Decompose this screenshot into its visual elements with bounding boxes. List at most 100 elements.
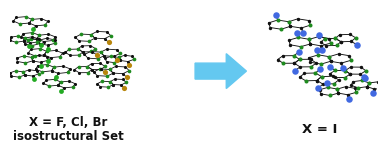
Point	[37, 42, 43, 45]
Point	[36, 34, 42, 36]
Point	[16, 76, 22, 78]
Point	[22, 37, 28, 39]
Point	[107, 68, 113, 71]
Point	[39, 71, 45, 73]
Point	[108, 34, 114, 37]
Point	[89, 68, 95, 71]
Point	[48, 57, 54, 59]
Point	[52, 36, 58, 38]
Point	[364, 86, 370, 88]
Point	[76, 71, 82, 74]
Point	[335, 92, 341, 94]
Point	[308, 66, 314, 68]
Point	[41, 40, 47, 43]
Point	[335, 92, 341, 94]
Point	[60, 65, 66, 67]
Point	[29, 36, 35, 38]
Point	[101, 55, 107, 57]
Point	[20, 40, 26, 42]
Point	[34, 38, 40, 40]
Point	[50, 39, 56, 42]
Point	[34, 38, 40, 40]
Point	[314, 79, 320, 82]
Point	[75, 48, 81, 50]
Point	[34, 70, 40, 72]
Point	[46, 85, 53, 87]
Text: isostructural Set: isostructural Set	[13, 130, 124, 143]
Point	[327, 42, 333, 44]
Point	[88, 50, 94, 53]
Point	[280, 62, 287, 65]
Point	[295, 36, 301, 39]
Point	[295, 18, 301, 20]
Point	[101, 55, 107, 57]
Point	[43, 79, 49, 81]
Point	[322, 37, 328, 40]
Point	[114, 59, 120, 61]
Point	[111, 61, 117, 64]
Point	[318, 63, 324, 65]
Point	[345, 98, 352, 100]
Point	[306, 38, 312, 41]
Point	[345, 94, 351, 96]
Point	[20, 40, 26, 42]
Point	[326, 37, 332, 40]
Point	[42, 24, 48, 26]
Point	[55, 84, 61, 86]
Point	[294, 32, 300, 34]
Point	[129, 55, 135, 57]
Point	[315, 87, 321, 89]
Point	[347, 33, 353, 36]
Point	[29, 56, 35, 59]
Point	[117, 59, 123, 62]
Point	[20, 71, 26, 73]
Point	[102, 65, 108, 68]
Point	[326, 56, 332, 58]
Point	[22, 62, 28, 64]
Point	[34, 41, 40, 43]
Point	[30, 28, 36, 31]
Point	[286, 39, 292, 41]
Point	[303, 80, 309, 82]
Point	[57, 81, 64, 83]
Point	[127, 63, 133, 66]
Point	[36, 54, 42, 57]
Point	[8, 75, 14, 77]
Point	[342, 86, 349, 88]
Point	[92, 37, 98, 39]
Point	[347, 73, 353, 75]
Point	[366, 82, 372, 84]
Point	[338, 41, 344, 43]
Point	[125, 60, 131, 63]
Point	[330, 75, 336, 77]
Point	[308, 58, 314, 60]
Point	[53, 76, 59, 78]
Point	[332, 76, 338, 79]
Point	[314, 49, 320, 52]
Point	[80, 51, 86, 53]
Point	[59, 90, 65, 92]
Point	[298, 27, 304, 29]
Point	[292, 70, 298, 72]
Point	[105, 41, 112, 44]
Point	[323, 45, 329, 47]
Point	[8, 36, 14, 38]
Point	[342, 69, 348, 72]
Point	[43, 50, 50, 53]
Point	[350, 81, 356, 83]
Point	[285, 21, 291, 23]
Point	[14, 60, 20, 63]
Point	[59, 52, 65, 54]
Point	[297, 58, 303, 61]
Point	[296, 51, 302, 53]
Point	[51, 39, 57, 41]
Text: X = F, Cl, Br: X = F, Cl, Br	[29, 116, 108, 129]
Point	[364, 86, 370, 88]
Point	[306, 19, 312, 22]
Point	[291, 62, 297, 64]
Point	[76, 54, 82, 56]
Point	[298, 45, 304, 48]
Point	[98, 51, 104, 53]
Point	[320, 83, 326, 85]
Point	[26, 22, 32, 24]
